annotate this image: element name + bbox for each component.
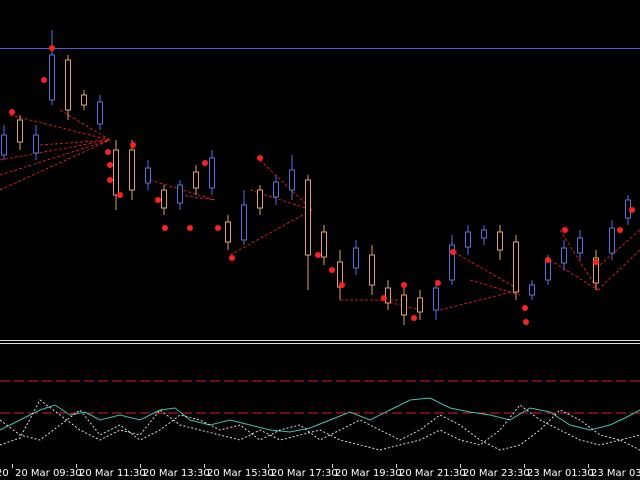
fan-lines [0, 109, 640, 311]
time-label: 20 Mar 19:30 [335, 468, 402, 479]
time-label: 20 Mar 11:30 [79, 468, 146, 479]
candles [1, 30, 631, 325]
time-label: 20 Mar 17:30 [271, 468, 338, 479]
time-label: 20 Mar 23:30 [463, 468, 530, 479]
time-label: 20 Mar 15:30 [207, 468, 274, 479]
time-label: 20 Mar 21:30 [399, 468, 466, 479]
time-label: 23 Mar 01:30 [527, 468, 594, 479]
signal-arrows [9, 45, 635, 325]
indicator-line [0, 397, 640, 433]
time-label: 20 Mar 13:30 [143, 468, 210, 479]
time-label: 20 Mar 09:30 [15, 468, 82, 479]
time-label: 20 [0, 468, 9, 479]
time-label: 23 Mar 03:30 [591, 468, 640, 479]
indicator-line [0, 399, 640, 451]
